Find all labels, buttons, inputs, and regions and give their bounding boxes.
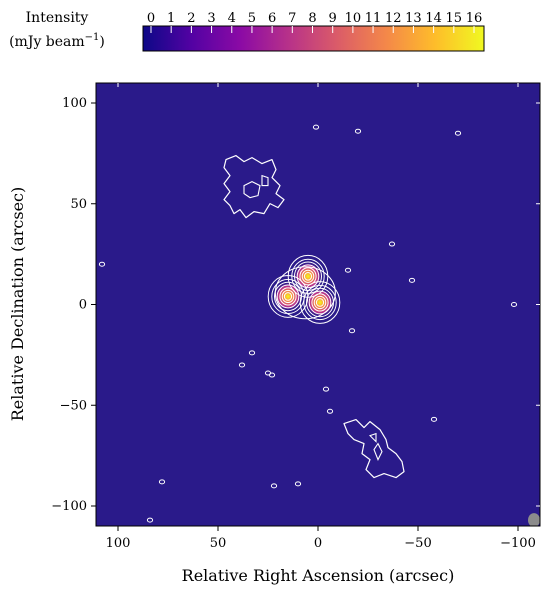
y-tick-label: 0 xyxy=(79,298,87,313)
noise-contour xyxy=(312,124,320,130)
source-contour xyxy=(301,269,315,283)
colorbar-bar xyxy=(142,25,485,52)
colorbar-tick-label: 12 xyxy=(385,11,402,26)
y-axis-ticks: 100 50 0 −50 −100 xyxy=(51,96,540,514)
y-tick-label: 50 xyxy=(70,197,87,212)
source-contour xyxy=(291,258,325,294)
noise-contour xyxy=(388,241,396,247)
colorbar-label-close: ) xyxy=(99,34,104,50)
source-emission xyxy=(294,262,322,291)
colorbar-tick-label: 6 xyxy=(268,11,276,26)
y-tick-label: −100 xyxy=(51,499,87,514)
colorbar-tick-label: 5 xyxy=(248,11,256,26)
colorbar-tick-label: 3 xyxy=(207,11,215,26)
source-contour xyxy=(303,284,337,321)
colorbar-label-line1: Intensity xyxy=(26,10,89,26)
colorbar-tick-label: 16 xyxy=(466,11,483,26)
beam-ellipse xyxy=(528,513,540,526)
x-tick-label: −50 xyxy=(404,536,431,551)
noise-contour xyxy=(454,130,462,136)
source-emission xyxy=(274,282,302,311)
source-contour xyxy=(299,281,341,324)
noise-contour xyxy=(348,328,356,334)
noise-contour xyxy=(248,350,256,356)
noise-contour xyxy=(268,372,276,378)
colorbar-tick-label: 11 xyxy=(365,11,382,26)
south-lobe-inner-contour xyxy=(368,432,377,443)
colorbar-label-superscript: −1 xyxy=(85,32,100,43)
south-lobe-inner-contour xyxy=(373,442,383,461)
noise-contour xyxy=(98,261,106,267)
x-axis-ticks: 100 50 0 −50 −100 xyxy=(106,83,536,551)
noise-contour xyxy=(510,302,518,307)
core-outer-contour xyxy=(274,266,336,320)
colorbar-label-unit: (mJy beam xyxy=(9,34,85,50)
source-contour xyxy=(281,289,295,304)
colorbar-ticks: 0 1 2 3 4 5 6 7 8 9 10 11 12 13 14 15 16 xyxy=(147,11,482,33)
noise-contour xyxy=(408,277,416,283)
x-tick-label: −100 xyxy=(500,536,536,551)
source-contour xyxy=(315,298,325,307)
noise-contour xyxy=(270,483,278,489)
colorbar-tick-label: 1 xyxy=(167,11,175,26)
source-contour xyxy=(287,254,329,298)
y-tick-label: 100 xyxy=(62,96,87,111)
colorbar-tick-label: 2 xyxy=(187,11,195,26)
north-lobe-inner-contour xyxy=(261,174,269,187)
colorbar-tick-label: 15 xyxy=(446,11,463,26)
source-emission xyxy=(306,288,334,317)
image-layer xyxy=(274,262,540,526)
colorbar-tick-label: 13 xyxy=(405,11,422,26)
x-tick-label: 50 xyxy=(210,536,227,551)
contour-layer xyxy=(98,124,518,523)
x-tick-label: 0 xyxy=(314,536,322,551)
north-lobe-contour xyxy=(223,155,285,219)
colorbar-tick-label: 7 xyxy=(288,11,296,26)
x-axis-title: Relative Right Ascension (arcsec) xyxy=(182,566,455,585)
source-contour xyxy=(303,271,313,281)
noise-contour xyxy=(322,386,330,392)
colorbar-tick-label: 8 xyxy=(308,11,316,26)
source-contour xyxy=(276,284,300,309)
source-contour xyxy=(283,292,293,301)
noise-contour xyxy=(354,128,362,134)
colorbar-tick-label: 9 xyxy=(329,11,337,26)
colorbar-tick-label: 0 xyxy=(147,11,155,26)
source-contour xyxy=(299,267,317,286)
colorbar-label-line2: (mJy beam−1) xyxy=(9,32,105,50)
noise-contour xyxy=(238,362,246,368)
noise-contour xyxy=(326,408,334,414)
source-contour xyxy=(279,287,297,306)
colorbar: Intensity (mJy beam−1) 0 1 2 3 4 5 6 7 8 9 10 11 12 1… xyxy=(9,10,485,52)
south-lobe-contour xyxy=(343,419,405,479)
noise-contour xyxy=(294,481,302,487)
colorbar-tick-label: 14 xyxy=(425,11,442,26)
colorbar-tick-label: 4 xyxy=(228,11,236,26)
colorbar-tick-label: 10 xyxy=(345,11,362,26)
north-lobe-inner-contour xyxy=(243,180,261,199)
source-contour xyxy=(296,264,320,289)
source-contour xyxy=(308,290,332,315)
noise-contour xyxy=(344,267,352,273)
noise-contour xyxy=(146,517,154,523)
plot-area: 100 50 0 −50 −100 100 50 0 −50 −100 xyxy=(51,82,541,551)
source-contour xyxy=(313,295,327,310)
noise-contour xyxy=(158,479,166,485)
noise-contour xyxy=(430,416,438,422)
source-contour xyxy=(311,293,329,312)
x-tick-label: 100 xyxy=(106,536,131,551)
y-tick-label: −50 xyxy=(60,398,87,413)
y-axis-title: Relative Declination (arcsec) xyxy=(8,187,27,422)
